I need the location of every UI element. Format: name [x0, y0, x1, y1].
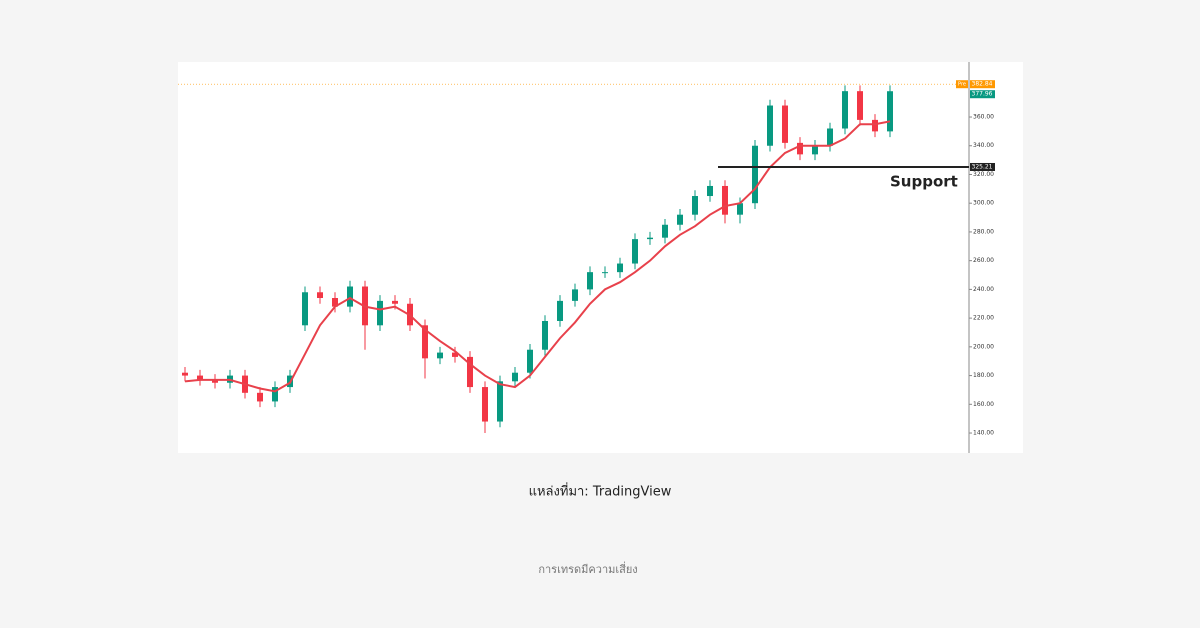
- y-tick-label: 180.00: [973, 372, 994, 379]
- candle-body: [827, 128, 833, 146]
- y-tick-label: 280.00: [973, 228, 994, 235]
- candle-body: [692, 196, 698, 215]
- candle-body: [722, 185, 728, 215]
- candle-body: [542, 320, 548, 350]
- candle-body: [437, 352, 443, 359]
- y-tick-label: 340.00: [973, 142, 994, 149]
- candle-body: [662, 224, 668, 238]
- y-tick-label: 160.00: [973, 401, 994, 408]
- candle-body: [332, 298, 338, 307]
- candle-body: [527, 349, 533, 373]
- candle-body: [392, 300, 398, 304]
- y-tick-label: 240.00: [973, 286, 994, 293]
- candle-body: [257, 392, 263, 402]
- candle-body: [557, 300, 563, 321]
- y-tick-label: 320.00: [973, 171, 994, 178]
- pre-tag: Pre: [958, 82, 966, 88]
- support-label: Support: [890, 172, 958, 190]
- candle-body: [467, 356, 473, 388]
- candle-body: [707, 185, 713, 197]
- candle-body: [452, 352, 458, 357]
- y-tick-label: 360.00: [973, 114, 994, 121]
- chart-panel: [178, 62, 1023, 453]
- candle-body: [842, 91, 848, 129]
- candle-body: [677, 214, 683, 225]
- candle-body: [347, 286, 353, 307]
- candle-body: [782, 105, 788, 143]
- candle-body: [872, 119, 878, 132]
- last-price-bg: [970, 90, 995, 99]
- candle-body: [857, 91, 863, 120]
- candle-body: [887, 91, 893, 132]
- candle-body: [317, 292, 323, 299]
- pre-price: 382.84: [972, 81, 993, 88]
- candle-body: [737, 203, 743, 215]
- candle-body: [602, 272, 608, 274]
- candle-body: [182, 372, 188, 376]
- candle-body: [422, 325, 428, 359]
- support-price: 325.21: [972, 163, 993, 170]
- candle-body: [752, 145, 758, 204]
- y-tick-label: 220.00: [973, 315, 994, 322]
- y-tick-label: 300.00: [973, 200, 994, 207]
- y-tick-label: 200.00: [973, 343, 994, 350]
- candle-body: [797, 142, 803, 155]
- candle-body: [482, 387, 488, 422]
- candle-body: [617, 263, 623, 273]
- y-tick-label: 260.00: [973, 257, 994, 264]
- candle-body: [272, 387, 278, 402]
- pre-price-bg: [970, 80, 995, 89]
- y-tick-label: 140.00: [973, 430, 994, 437]
- footer: การเทรดมีความเสี่ยง: [538, 561, 637, 576]
- candle-body: [512, 372, 518, 382]
- candle-body: [197, 375, 203, 380]
- pre-tag-bg: [956, 80, 968, 89]
- candle-body: [767, 105, 773, 146]
- candle-body: [632, 239, 638, 264]
- candle-body: [572, 289, 578, 301]
- last-price: 377.96: [972, 91, 993, 98]
- candle-body: [812, 145, 818, 155]
- candle-body: [497, 381, 503, 422]
- candle-body: [647, 237, 653, 240]
- candle-body: [377, 300, 383, 326]
- candle-body: [212, 379, 218, 383]
- caption: แหล่งที่มา: TradingView: [529, 483, 672, 500]
- candle-body: [587, 272, 593, 290]
- support-price-bg: [970, 162, 995, 171]
- candle-body: [302, 292, 308, 326]
- moving-average: [184, 120, 891, 393]
